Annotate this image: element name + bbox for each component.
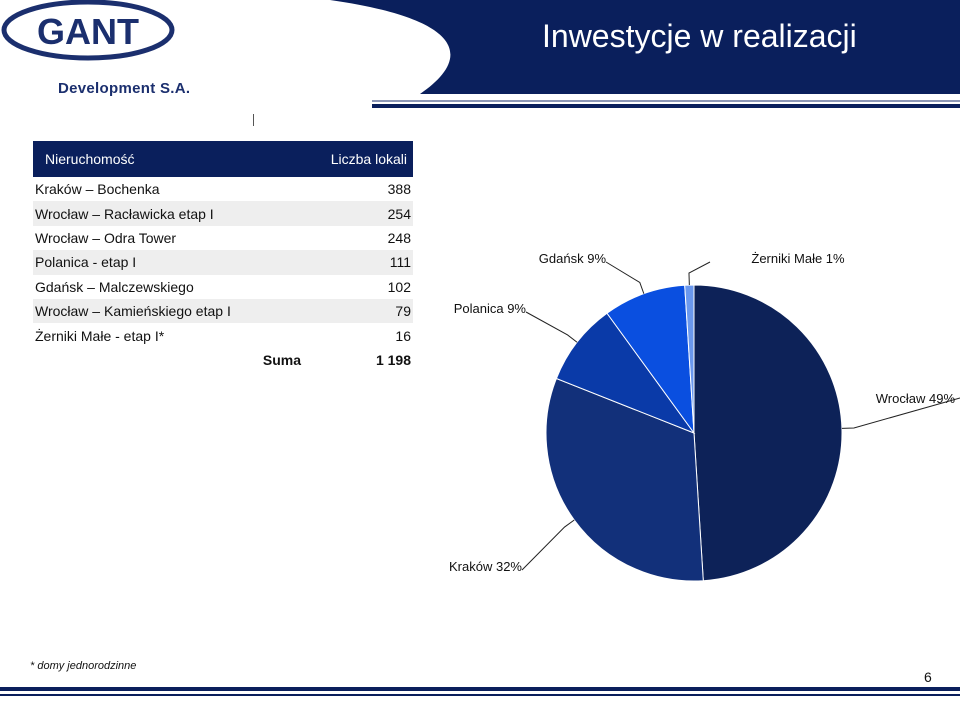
table-header: Nieruchomość Liczba lokali bbox=[33, 141, 413, 177]
sum-label: Suma bbox=[262, 351, 301, 368]
row-name: Żerniki Małe - etap I* bbox=[35, 327, 165, 344]
gant-logo: GANT bbox=[1, 0, 175, 61]
logo-subtitle: Development S.A. bbox=[58, 80, 191, 97]
investments-table: Nieruchomość Liczba lokali Kraków – Boch… bbox=[33, 141, 413, 372]
sum-value: 1 198 bbox=[375, 351, 411, 368]
row-name: Wrocław – Kamieńskiego etap I bbox=[35, 303, 231, 320]
pie-leader-line bbox=[521, 519, 575, 571]
pie-slice bbox=[555, 312, 696, 435]
pie-chart: Wrocław 49% Kraków 32% Polanica 9% Gdańsk 9… bbox=[440, 240, 960, 585]
pie-chart-svg: Wrocław 49% Kraków 32% Polanica 9% Gdańsk 9… bbox=[449, 251, 960, 582]
col-header-units: Liczba lokali bbox=[330, 151, 407, 167]
row-units: 248 bbox=[387, 229, 411, 246]
pie-leader-line bbox=[841, 397, 960, 429]
pie-slice-label: Żerniki Małe 1% bbox=[751, 251, 845, 266]
header-background bbox=[330, 0, 960, 108]
row-units: 79 bbox=[395, 303, 411, 320]
page-number: 6 bbox=[924, 669, 932, 685]
pie-slice-label: Gdańsk 9% bbox=[539, 251, 607, 266]
pie-slice bbox=[545, 377, 704, 582]
row-units: 388 bbox=[387, 181, 411, 198]
row-name: Wrocław – Racławicka etap I bbox=[35, 205, 214, 222]
pie-leader-line bbox=[525, 311, 578, 343]
table-row: Żerniki Małe - etap I* 16 bbox=[33, 323, 413, 347]
table-row: Wrocław – Racławicka etap I 254 bbox=[33, 201, 413, 226]
row-name: Wrocław – Odra Tower bbox=[35, 229, 177, 246]
table-row: Gdańsk – Malczewskiego 102 bbox=[33, 275, 413, 299]
col-header-property: Nieruchomość bbox=[45, 151, 135, 167]
pie-slice bbox=[606, 284, 695, 435]
pie-leader-line bbox=[688, 261, 711, 286]
divider-mark bbox=[253, 114, 254, 126]
slide-title: Inwestycje w realizacji bbox=[542, 18, 857, 54]
table-row: Kraków – Bochenka 388 bbox=[33, 177, 413, 201]
table-row: Wrocław – Odra Tower 248 bbox=[33, 226, 413, 250]
pie-slice-label: Polanica 9% bbox=[454, 301, 527, 316]
slide-header: GANT Development S.A. Inwestycje w reali… bbox=[0, 0, 960, 108]
row-units: 254 bbox=[387, 205, 411, 222]
table-row: Wrocław – Kamieńskiego etap I 79 bbox=[33, 298, 413, 324]
logo-text: GANT bbox=[37, 11, 139, 52]
row-name: Kraków – Bochenka bbox=[35, 181, 160, 198]
row-name: Polanica - etap I bbox=[35, 254, 137, 271]
table-row: Polanica - etap I 111 bbox=[33, 250, 413, 275]
pie-leader-line bbox=[605, 261, 645, 294]
footer-rule bbox=[0, 687, 960, 691]
row-units: 111 bbox=[389, 254, 411, 271]
pie-slice-label: Kraków 32% bbox=[449, 559, 522, 574]
pie-slice bbox=[693, 284, 843, 582]
pie-slice-label: Wrocław 49% bbox=[876, 391, 956, 406]
row-units: 102 bbox=[387, 278, 411, 295]
footnote: * domy jednorodzinne bbox=[30, 660, 137, 672]
table-sum-row: Suma 1 198 bbox=[33, 348, 413, 372]
row-units: 16 bbox=[395, 327, 411, 344]
row-name: Gdańsk – Malczewskiego bbox=[35, 278, 194, 295]
footer-rule-thin bbox=[0, 694, 960, 696]
